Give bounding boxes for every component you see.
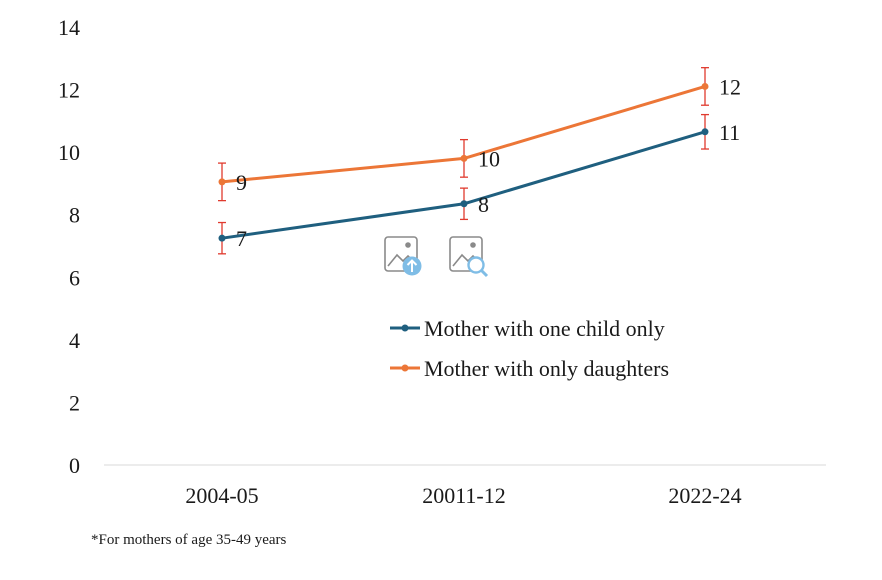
data-label: 7 (236, 226, 247, 251)
image-search-icon[interactable] (449, 236, 489, 278)
legend-label: Mother with only daughters (424, 356, 669, 381)
y-tick-label: 2 (69, 390, 80, 415)
data-point (460, 200, 468, 208)
data-point (701, 128, 709, 136)
data-point (701, 82, 709, 90)
data-label: 10 (478, 146, 500, 171)
image-upload-icon[interactable] (384, 236, 422, 276)
x-axis-ticks: 2004-05 20011-12 2022-24 (185, 483, 741, 508)
x-tick-label: 2004-05 (185, 483, 258, 508)
footnote: *For mothers of age 35-49 years (91, 532, 287, 548)
data-label: 8 (478, 192, 489, 217)
x-tick-label: 20011-12 (422, 483, 506, 508)
series-layer: 7 8 11 9 10 12 (218, 67, 741, 255)
data-point (460, 154, 468, 162)
y-tick-label: 0 (69, 453, 80, 478)
y-tick-label: 14 (58, 15, 80, 40)
legend: Mother with one child only Mother with on… (390, 316, 669, 381)
legend-marker (401, 324, 409, 332)
y-tick-label: 6 (69, 265, 80, 290)
y-tick-label: 12 (58, 78, 80, 103)
legend-marker (401, 364, 409, 372)
y-axis-ticks: 0 2 4 6 8 10 12 14 (58, 15, 80, 478)
y-tick-label: 10 (58, 140, 80, 165)
legend-label: Mother with one child only (424, 316, 665, 341)
data-label: 11 (719, 120, 740, 145)
data-point (218, 178, 226, 186)
data-point (218, 234, 226, 242)
y-tick-label: 8 (69, 203, 80, 228)
x-tick-label: 2022-24 (668, 483, 741, 508)
data-label: 9 (236, 170, 247, 195)
data-label: 12 (719, 74, 741, 99)
y-tick-label: 4 (69, 328, 80, 353)
